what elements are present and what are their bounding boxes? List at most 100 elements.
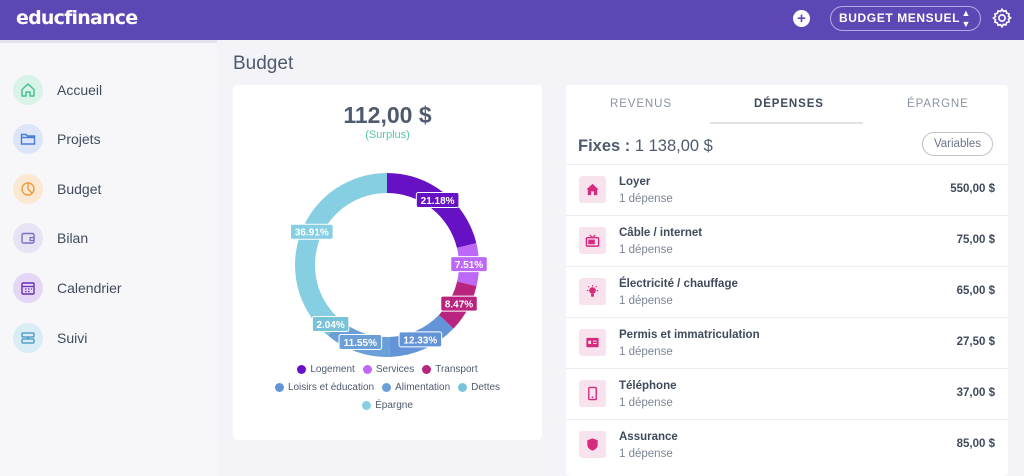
select-arrows-icon: ▲ ▼ xyxy=(961,8,971,29)
legend-label: Loisirs et éducation xyxy=(287,382,375,393)
expense-count: 1 dépense xyxy=(619,295,673,307)
legend-color-dot xyxy=(297,365,307,374)
sidebar-item-label: Budget xyxy=(57,181,102,197)
app-logo[interactable]: educfinance xyxy=(16,7,138,29)
legend-item[interactable]: Épargne xyxy=(362,400,413,411)
expense-count: 1 dépense xyxy=(619,448,673,460)
tab-revenus[interactable]: REVENUS xyxy=(610,98,672,110)
expense-amount: 37,00 $ xyxy=(956,387,995,399)
expense-amount: 75,00 $ xyxy=(956,234,995,246)
chart-legend: Épargne xyxy=(233,400,542,411)
fixed-expenses-amount: 1 138,00 $ xyxy=(634,137,713,155)
chart-legend: Logement Services Transport xyxy=(233,364,542,375)
legend-label: Logement xyxy=(310,364,355,375)
donut-slice[interactable] xyxy=(294,173,387,328)
chart-legend: Loisirs et éducation Alimentation Dettes xyxy=(233,382,542,393)
sidebar-item-calendrier[interactable]: Calendrier xyxy=(13,273,213,307)
budget-summary-card: 112,00 $ (Surplus) 21.18% 7.51% 8.47% 12.33… xyxy=(233,85,542,440)
expense-count: 1 dépense xyxy=(619,244,673,256)
expense-amount: 550,00 $ xyxy=(950,183,995,195)
add-button[interactable]: + xyxy=(793,10,810,27)
top-bar: educfinance + BUDGET MENSUEL ▲ ▼ xyxy=(0,0,1024,40)
legend-color-dot xyxy=(458,383,468,392)
sidebar-item-label: Accueil xyxy=(57,82,103,98)
expense-row[interactable]: Téléphone 1 dépense 37,00 $ xyxy=(566,368,1008,419)
balance-status: (Surplus) xyxy=(365,129,410,141)
house-icon xyxy=(579,176,606,203)
balance-amount: 112,00 $ xyxy=(343,102,432,128)
sidebar-item-budget[interactable]: Budget xyxy=(13,174,213,208)
shield-icon xyxy=(579,431,606,458)
svg-text:2.04%: 2.04% xyxy=(316,320,344,331)
legend-label: Dettes xyxy=(471,382,501,393)
expense-amount: 27,50 $ xyxy=(956,336,995,348)
expense-count: 1 dépense xyxy=(619,193,673,205)
legend-color-dot xyxy=(362,365,372,374)
legend-label: Alimentation xyxy=(395,382,451,393)
page-title: Budget xyxy=(233,53,294,74)
expense-count: 1 dépense xyxy=(619,346,673,358)
legend-label: Épargne xyxy=(375,400,413,411)
sidebar-item-projets[interactable]: Projets xyxy=(13,124,213,158)
slice-label: 8.47% xyxy=(440,295,478,312)
legend-label: Transport xyxy=(435,364,478,375)
sidebar-item-bilan[interactable]: Bilan xyxy=(13,223,213,257)
svg-text:8.47%: 8.47% xyxy=(445,300,473,311)
donut-chart: 21.18% 7.51% 8.47% 12.33% 11.55% 2.04% 36.91% xyxy=(290,173,488,357)
expense-name: Loyer xyxy=(619,176,651,188)
expense-row[interactable]: Loyer 1 dépense 550,00 $ xyxy=(566,164,1008,215)
expense-name: Câble / internet xyxy=(619,227,703,239)
svg-text:7.51%: 7.51% xyxy=(455,260,483,271)
sidebar-item-label: Suivi xyxy=(57,330,88,346)
tv-icon xyxy=(579,227,606,254)
legend-item[interactable]: Transport xyxy=(422,364,478,375)
wallet-icon xyxy=(13,223,43,253)
legend-item[interactable]: Loisirs et éducation xyxy=(274,382,375,393)
legend-color-dot xyxy=(422,365,432,374)
tab-depenses[interactable]: DÉPENSES xyxy=(754,98,824,110)
sidebar-item-label: Projets xyxy=(57,131,101,147)
budget-select[interactable]: BUDGET MENSUEL ▲ ▼ xyxy=(830,6,981,31)
expense-row[interactable]: Assurance 1 dépense 85,00 $ xyxy=(566,419,1008,470)
pie-chart-icon xyxy=(13,174,43,204)
legend-color-dot xyxy=(274,383,284,392)
slice-label: 2.04% xyxy=(311,316,350,333)
legend-item[interactable]: Dettes xyxy=(458,382,500,393)
svg-text:21.18%: 21.18% xyxy=(421,196,455,207)
fixed-expenses-total: Fixes : 1 138,00 $ xyxy=(578,137,713,156)
donut-slice[interactable] xyxy=(387,173,477,248)
home-icon xyxy=(13,75,43,105)
expense-amount: 85,00 $ xyxy=(956,438,995,450)
calendar-icon xyxy=(13,273,43,303)
legend-color-dot xyxy=(382,383,392,392)
variables-button[interactable]: Variables xyxy=(922,132,993,156)
phone-icon xyxy=(579,380,606,407)
folder-icon xyxy=(13,124,43,154)
legend-item[interactable]: Alimentation xyxy=(382,382,450,393)
expense-row[interactable]: Câble / internet 1 dépense 75,00 $ xyxy=(566,215,1008,266)
expense-count: 1 dépense xyxy=(619,397,673,409)
sidebar-item-label: Bilan xyxy=(57,230,89,246)
tracking-icon xyxy=(13,323,43,353)
expense-row[interactable]: Permis et immatriculation 1 dépense 27,5… xyxy=(566,317,1008,368)
legend-color-dot xyxy=(362,401,372,410)
legend-item[interactable]: Services xyxy=(362,364,414,375)
svg-text:12.33%: 12.33% xyxy=(403,335,437,346)
slice-label: 36.91% xyxy=(290,223,334,240)
sidebar: Accueil Projets Budget Bilan Calendrier … xyxy=(0,40,217,476)
expense-row[interactable]: Électricité / chauffage 1 dépense 65,00 … xyxy=(566,266,1008,317)
slice-label: 21.18% xyxy=(415,191,460,208)
legend-item[interactable]: Logement xyxy=(297,364,355,375)
expense-name: Assurance xyxy=(619,431,678,443)
expense-name: Téléphone xyxy=(619,380,677,392)
sidebar-item-suivi[interactable]: Suivi xyxy=(13,323,213,357)
sidebar-item-accueil[interactable]: Accueil xyxy=(13,75,213,109)
slice-label: 12.33% xyxy=(398,331,443,348)
expense-name: Électricité / chauffage xyxy=(619,278,738,290)
id-card-icon xyxy=(579,329,606,356)
lightbulb-icon xyxy=(579,278,606,305)
expense-name: Permis et immatriculation xyxy=(619,329,760,341)
gear-icon[interactable] xyxy=(991,7,1013,29)
slice-label: 11.55% xyxy=(338,334,383,351)
tab-epargne[interactable]: ÉPARGNE xyxy=(907,98,969,110)
